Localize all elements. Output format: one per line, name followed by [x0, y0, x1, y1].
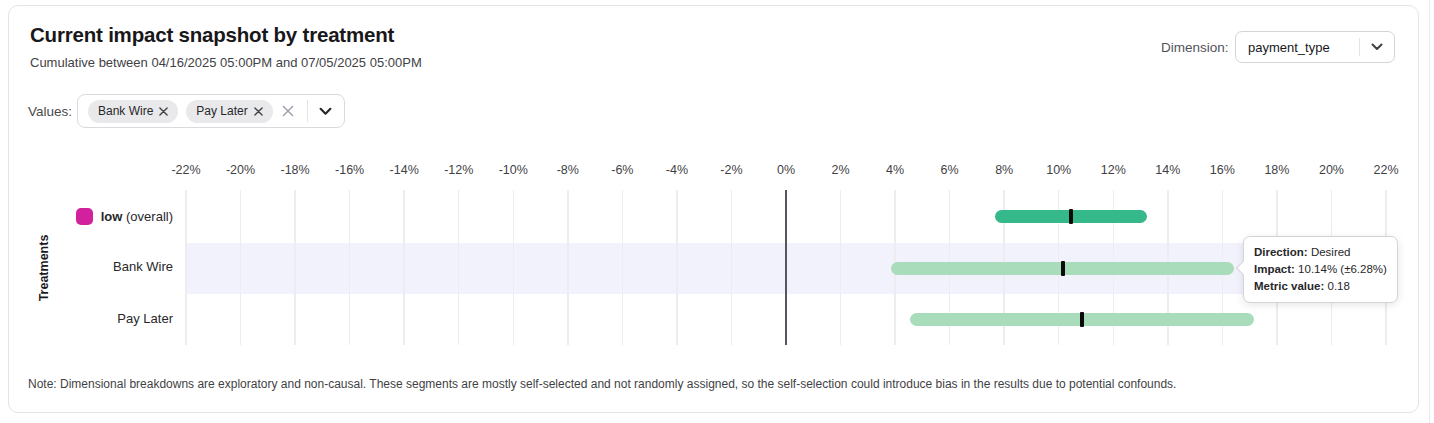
impact-center-tick	[1061, 261, 1065, 276]
value-chip-label: Pay Later	[196, 104, 247, 118]
gridline	[240, 190, 242, 345]
impact-snapshot-panel: Current impact snapshot by treatment Cum…	[0, 0, 1434, 423]
gridline	[567, 190, 569, 345]
impact-center-tick	[1069, 209, 1073, 224]
footnote: Note: Dimensional breakdowns are explora…	[28, 377, 1176, 391]
x-axis-tick-label: 0%	[777, 163, 795, 177]
gridline	[676, 190, 678, 345]
x-axis-tick-label: 16%	[1210, 163, 1235, 177]
row-label-low: low (overall)	[0, 208, 173, 225]
gridline	[294, 190, 296, 345]
x-axis-tick-label: 18%	[1264, 163, 1289, 177]
clear-values-icon[interactable]	[281, 104, 295, 118]
x-axis-tick-label: 6%	[941, 163, 959, 177]
x-axis-tick-label: -18%	[280, 163, 309, 177]
x-axis-tick-label: -12%	[444, 163, 473, 177]
x-axis-tick-label: -8%	[557, 163, 579, 177]
date-range-subtitle: Cumulative between 04/16/2025 05:00PM an…	[30, 55, 422, 70]
gridline	[840, 190, 842, 345]
x-axis-tick-label: -20%	[226, 163, 255, 177]
values-label: Values:	[28, 104, 72, 119]
right-edge-divider	[1429, 0, 1430, 423]
x-axis-tick-label: 14%	[1155, 163, 1180, 177]
x-axis-tick-label: 22%	[1373, 163, 1398, 177]
x-axis-tick-label: 12%	[1101, 163, 1126, 177]
x-axis-tick-label: 4%	[886, 163, 904, 177]
tooltip-metric-line: Metric value: 0.18	[1254, 278, 1387, 295]
x-axis-tick-label: 2%	[831, 163, 849, 177]
gridline	[185, 190, 187, 345]
row-label-bank-wire: Bank Wire	[0, 259, 173, 274]
x-axis-tick-label: -16%	[335, 163, 364, 177]
x-axis-tick-label: -6%	[611, 163, 633, 177]
x-axis-tick-label: -22%	[171, 163, 200, 177]
zero-axis-line	[785, 190, 787, 345]
x-axis-tick-label: -2%	[720, 163, 742, 177]
gridline	[349, 190, 351, 345]
value-chip-pay-later[interactable]: Pay Later	[186, 100, 272, 123]
chevron-down-icon[interactable]	[319, 107, 334, 116]
gridline	[403, 190, 405, 345]
dimension-select[interactable]: payment_type	[1235, 31, 1395, 63]
gridline	[458, 190, 460, 345]
chevron-down-icon[interactable]	[1360, 43, 1394, 51]
x-axis-tick-label: -4%	[666, 163, 688, 177]
row-label-pay-later: Pay Later	[0, 311, 173, 326]
page-title: Current impact snapshot by treatment	[30, 23, 394, 47]
x-axis-tick-label: 8%	[995, 163, 1013, 177]
gridline	[513, 190, 515, 345]
impact-center-tick	[1080, 312, 1084, 327]
values-multiselect[interactable]: Bank Wire Pay Later	[77, 94, 345, 128]
x-axis-tick-label: -10%	[499, 163, 528, 177]
dimension-selected-value: payment_type	[1236, 40, 1359, 55]
chip-close-icon[interactable]	[254, 107, 263, 116]
value-chip-bank-wire[interactable]: Bank Wire	[88, 100, 178, 123]
dimension-label: Dimension:	[1161, 40, 1229, 55]
x-axis-tick-label: 10%	[1046, 163, 1071, 177]
value-chip-label: Bank Wire	[98, 104, 153, 118]
legend-swatch	[76, 208, 93, 225]
gridline	[731, 190, 733, 345]
row-label-text: low	[101, 209, 123, 224]
x-axis-tick-label: -14%	[390, 163, 419, 177]
gridline	[622, 190, 624, 345]
bar-tooltip: Direction: Desired Impact: 10.14% (±6.28…	[1243, 236, 1398, 303]
tooltip-impact-line: Impact: 10.14% (±6.28%)	[1254, 261, 1387, 278]
chip-close-icon[interactable]	[159, 107, 168, 116]
x-axis-tick-label: 20%	[1319, 163, 1344, 177]
tooltip-direction-line: Direction: Desired	[1254, 244, 1387, 261]
